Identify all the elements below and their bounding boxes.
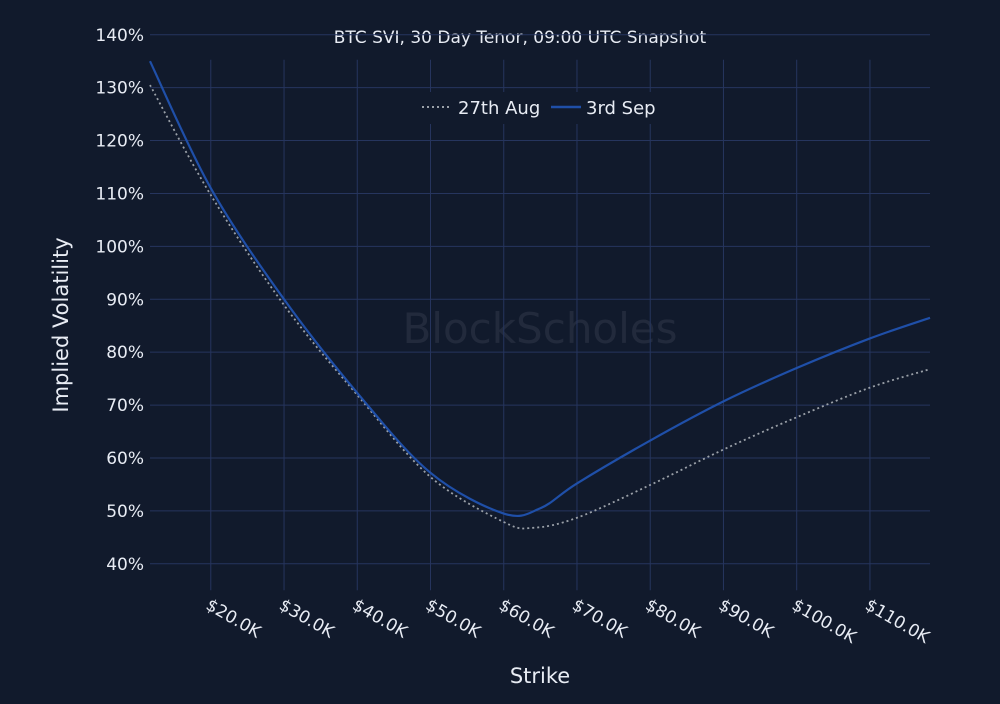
y-axis-label: Implied Volatility	[49, 237, 73, 412]
y-tick-label: 90%	[106, 290, 144, 310]
x-tick-label: $30.0K	[276, 595, 339, 643]
x-tick-label: $50.0K	[422, 595, 485, 643]
series-lines	[149, 60, 931, 530]
y-tick-label: 100%	[95, 237, 144, 257]
x-tick-label: $90.0K	[715, 595, 778, 643]
y-tick-label: 40%	[106, 555, 144, 575]
x-tick-label: $60.0K	[495, 595, 558, 643]
y-tick-label: 80%	[106, 343, 144, 363]
x-tick-label: $110.0K	[861, 595, 933, 648]
y-tick-label: 120%	[95, 132, 144, 152]
x-tick-label: $100.0K	[788, 595, 860, 648]
watermark: BlockScholes	[402, 304, 677, 353]
y-tick-label: 70%	[106, 396, 144, 416]
x-axis-ticks: $20.0K $30.0K $40.0K $50.0K $60.0K $70.0K $80.…	[202, 595, 933, 648]
y-tick-label: 110%	[95, 184, 144, 204]
x-tick-label: $70.0K	[568, 595, 631, 643]
y-tick-label: 140%	[95, 26, 144, 46]
series-line-27th-aug	[149, 84, 931, 530]
chart-title: BTC SVI, 30 Day Tenor, 09:00 UTC Snapsho…	[334, 28, 707, 48]
x-tick-label: $80.0K	[642, 595, 705, 643]
legend-label-3rd-sep: 3rd Sep	[586, 98, 656, 119]
x-tick-label: $20.0K	[202, 595, 265, 643]
y-tick-label: 130%	[95, 79, 144, 99]
x-axis-label: Strike	[510, 664, 570, 688]
series-line-3rd-sep	[149, 60, 931, 518]
legend-label-27th-aug: 27th Aug	[458, 98, 540, 119]
legend: 27th Aug 3rd Sep	[416, 92, 662, 124]
y-axis-ticks: 40% 50% 60% 70% 80% 90% 100% 110% 120% 130% 140%	[95, 26, 144, 575]
grid	[150, 34, 930, 591]
x-tick-label: $40.0K	[349, 595, 412, 643]
y-tick-label: 60%	[106, 449, 144, 469]
y-tick-label: 50%	[106, 502, 144, 522]
